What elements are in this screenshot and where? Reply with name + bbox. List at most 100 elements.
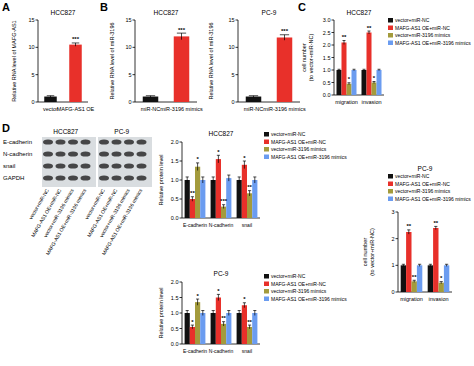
significance-label: * xyxy=(196,156,199,162)
plot-area xyxy=(401,226,450,292)
error-cap xyxy=(378,69,381,70)
legend-label: MAFG-AS1 OE+miR-NC xyxy=(395,25,450,31)
y-tick xyxy=(133,47,136,48)
error-line xyxy=(228,311,229,316)
chart-title: HCC827 xyxy=(347,9,372,16)
blot-band xyxy=(81,151,91,156)
protein-label: E-cadherin xyxy=(3,139,32,145)
error-line xyxy=(244,303,245,308)
error-line xyxy=(284,35,285,40)
error-bar xyxy=(217,155,220,163)
blot-band xyxy=(56,163,66,168)
blot-band xyxy=(68,175,78,180)
y-tick-label: 0.0 xyxy=(171,215,179,221)
error-cap xyxy=(191,196,194,197)
error-cap xyxy=(253,310,256,311)
bar xyxy=(406,232,411,292)
error-bar xyxy=(248,325,251,329)
error-bar xyxy=(222,322,225,326)
error-bar xyxy=(440,282,443,284)
bar xyxy=(69,45,82,102)
y-axis-label: Relative RNA level of MAFG-AS1 xyxy=(11,20,17,101)
significance-label: ** xyxy=(221,315,226,321)
error-cap xyxy=(186,176,189,177)
figure: ABCDHCC827vector+miR-NCMAFG-AS1 OE+miR-N… xyxy=(0,0,474,366)
error-line xyxy=(364,69,365,71)
significance-label: * xyxy=(348,76,351,82)
error-bar xyxy=(222,205,225,209)
error-cap xyxy=(196,299,199,300)
y-axis-label: Relative protein level xyxy=(158,154,164,205)
bar xyxy=(428,265,433,292)
error-cap xyxy=(249,95,258,96)
y-axis-label: cell number(to vector+miR-NC) xyxy=(362,228,375,276)
bar xyxy=(377,70,382,95)
legend-swatch xyxy=(264,147,269,152)
error-line xyxy=(228,175,229,181)
error-bar xyxy=(368,31,371,34)
legend-label: MAFG-AS1 OE+miR-NC xyxy=(271,139,326,145)
legend-label: vector+miR-3196 mimics xyxy=(271,288,327,294)
error-bar xyxy=(434,226,437,229)
bar-chart: PC-9cell number(to vector+miR-NC)0123***… xyxy=(362,165,471,302)
y-tick xyxy=(133,102,136,103)
panel-label: D xyxy=(2,122,10,134)
blot-band xyxy=(137,139,147,144)
y-tick-label: 1.0 xyxy=(171,310,179,316)
error-line xyxy=(249,191,250,196)
legend-label: vector+miR-NC xyxy=(271,131,306,137)
error-cap xyxy=(418,264,421,265)
y-tick-label: 0.0 xyxy=(323,92,331,98)
blot-band xyxy=(124,175,134,180)
protein-label: N-cadherin xyxy=(3,151,32,157)
y-tick-label: 0.5 xyxy=(171,326,179,332)
blot-band xyxy=(124,139,134,144)
error-cap xyxy=(413,280,416,281)
error-cap xyxy=(201,176,204,177)
y-tick-label: 3.0 xyxy=(323,17,331,23)
significance-label: ** xyxy=(342,34,347,40)
protein-label: GAPDH xyxy=(3,175,24,181)
error-cap xyxy=(222,321,225,322)
y-tick-label: 0.5 xyxy=(171,196,179,202)
y-tick xyxy=(180,344,183,345)
blot-band xyxy=(56,139,66,144)
error-line xyxy=(202,311,203,316)
chart-title: HCC827 xyxy=(51,9,76,16)
bar-chart: PC-9Relative RNA level of miR-3196051015… xyxy=(208,9,306,112)
y-tick xyxy=(236,74,239,75)
y-tick xyxy=(180,282,183,283)
y-axis-label-line: (to vector+miR-NC) xyxy=(308,34,314,82)
bar xyxy=(401,265,406,292)
y-axis xyxy=(238,20,239,102)
blot-band xyxy=(68,163,78,168)
legend: vector+miR-NCMAFG-AS1 OE+miR-NCvector+mi… xyxy=(264,131,347,160)
y-tick xyxy=(236,20,239,21)
x-tick-label: N-cadherin xyxy=(209,222,234,228)
y-tick xyxy=(180,142,183,143)
plot-area xyxy=(337,31,382,95)
legend-label: MAFG-AS1 OE+miR-NC xyxy=(395,181,450,187)
y-tick-label: 5 xyxy=(231,72,234,78)
error-cap xyxy=(243,161,246,162)
bar xyxy=(237,180,242,218)
error-line xyxy=(192,325,193,329)
x-tick-label: invasion xyxy=(428,296,448,302)
bar xyxy=(195,167,200,218)
y-tick-label: 0.0 xyxy=(171,341,179,347)
blot-band xyxy=(81,175,91,180)
bar xyxy=(352,70,357,95)
plot-area xyxy=(44,43,82,102)
error-cap xyxy=(186,310,189,311)
bar xyxy=(211,313,216,344)
blot-band xyxy=(137,175,147,180)
legend-swatch xyxy=(264,297,269,302)
error-cap xyxy=(196,162,199,163)
bar xyxy=(342,43,347,96)
y-axis-label-line: Relative protein level xyxy=(158,154,164,205)
y-tick xyxy=(396,212,399,213)
y-tick xyxy=(180,199,183,200)
error-cap xyxy=(222,204,225,205)
error-cap xyxy=(348,82,351,83)
error-cap xyxy=(338,69,341,70)
